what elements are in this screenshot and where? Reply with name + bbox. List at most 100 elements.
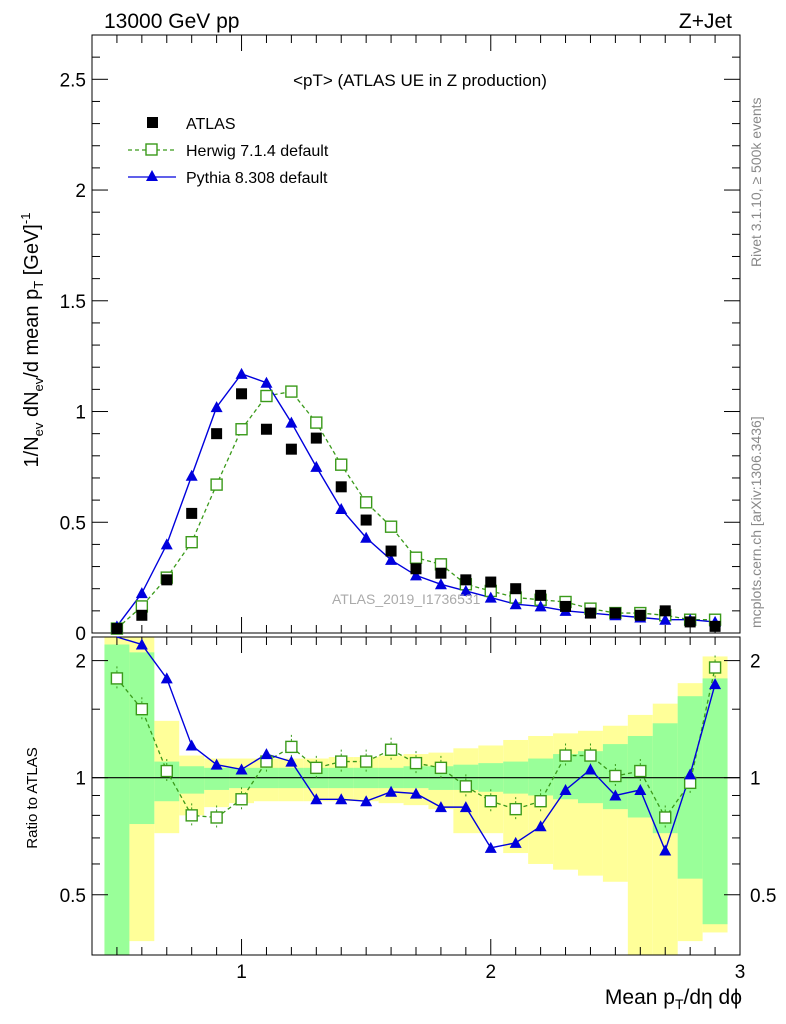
pythia-ratio-point bbox=[210, 758, 223, 770]
energy-label: 13000 GeV pp bbox=[104, 10, 239, 33]
herwig-point bbox=[384, 520, 398, 533]
pythia-point bbox=[160, 538, 173, 550]
legend-label-herwig: Herwig 7.1.4 default bbox=[186, 143, 329, 160]
herwig-ratio-point bbox=[335, 755, 348, 768]
x-tick-label: 1 bbox=[236, 962, 247, 983]
atlas-point bbox=[186, 507, 198, 519]
band-inner-bin bbox=[129, 652, 155, 825]
pythia-ratio-point bbox=[260, 748, 273, 760]
herwig-ratio-point bbox=[235, 793, 248, 806]
herwig-ratio-point bbox=[310, 761, 323, 775]
x-tick-label: 2 bbox=[485, 962, 496, 983]
legend-label-atlas: ATLAS bbox=[186, 116, 236, 133]
atlas-point bbox=[659, 605, 671, 617]
ratio-axis-ticks: 0.5 0.5 1 1 2 2 1 2 3 bbox=[60, 637, 776, 983]
ratio-y-tick-label: 1 bbox=[75, 769, 86, 790]
legend-marker-herwig bbox=[145, 143, 158, 156]
atlas-point bbox=[310, 432, 322, 444]
analysis-watermark: ATLAS_2019_I1736531 bbox=[332, 591, 481, 607]
herwig-point bbox=[409, 551, 423, 564]
atlas-point bbox=[535, 589, 547, 601]
pythia-ratio-point bbox=[559, 783, 572, 795]
pythia-ratio-point bbox=[709, 678, 722, 690]
herwig-point bbox=[335, 458, 348, 471]
process-label: Z+Jet bbox=[679, 10, 732, 33]
pythia-ratio-point bbox=[185, 739, 198, 751]
pythia-point bbox=[210, 401, 223, 413]
herwig-ratio-point bbox=[434, 761, 448, 775]
atlas-point bbox=[360, 514, 372, 526]
atlas-point bbox=[634, 609, 646, 621]
atlas-point bbox=[435, 567, 447, 579]
herwig-point bbox=[185, 535, 198, 549]
pythia-point bbox=[659, 613, 672, 625]
atlas-point bbox=[584, 607, 596, 619]
herwig-point bbox=[359, 496, 373, 509]
herwig-ratio-point bbox=[409, 756, 423, 770]
pythia-ratio-point bbox=[410, 787, 422, 799]
atlas-point bbox=[560, 600, 572, 612]
rivet-label: Rivet 3.1.10, ≥ 500k events bbox=[748, 97, 764, 267]
herwig-ratio-point bbox=[559, 749, 572, 762]
pythia-point bbox=[459, 584, 472, 596]
legend-marker-pythia bbox=[146, 170, 158, 181]
ratio-y-tick-label: 2 bbox=[75, 652, 86, 673]
pythia-point bbox=[135, 587, 148, 599]
pythia-point bbox=[285, 416, 298, 428]
herwig-point bbox=[260, 389, 273, 403]
plot-title: <pT> (ATLAS UE in Z production) bbox=[293, 71, 547, 90]
ratio-y-axis-label: Ratio to ATLAS bbox=[24, 747, 41, 848]
herwig-point bbox=[235, 423, 248, 436]
herwig-ratio-point bbox=[185, 809, 198, 822]
y-tick-label: 0.5 bbox=[60, 513, 86, 534]
herwig-point bbox=[210, 478, 223, 491]
atlas-point bbox=[410, 563, 422, 575]
pythia-point bbox=[410, 569, 422, 581]
pythia-point bbox=[534, 600, 547, 612]
herwig-ratio-point bbox=[210, 811, 223, 824]
pythia-point bbox=[434, 578, 447, 590]
band-inner-bin bbox=[179, 766, 205, 794]
band-inner-bin bbox=[702, 678, 728, 925]
ratio-y-tick-label-right: 2 bbox=[750, 652, 761, 673]
herwig-ratio-point bbox=[160, 764, 173, 778]
y-tick-label: 1.5 bbox=[60, 292, 86, 313]
pythia-ratio-point bbox=[509, 836, 522, 848]
herwig-point bbox=[310, 416, 323, 429]
pythia-point bbox=[185, 469, 198, 481]
herwig-ratio-point bbox=[534, 795, 547, 808]
herwig-ratio-point bbox=[708, 661, 722, 674]
y-tick-label: 2.5 bbox=[60, 70, 86, 91]
pythia-point bbox=[260, 376, 273, 388]
band-outer-bin bbox=[503, 739, 529, 854]
atlas-point bbox=[211, 428, 223, 440]
herwig-ratio-point bbox=[384, 743, 398, 756]
atlas-point bbox=[136, 609, 148, 621]
atlas-point bbox=[510, 583, 522, 595]
herwig-ratio-point bbox=[135, 702, 149, 716]
pythia-ratio-point bbox=[684, 768, 697, 780]
x-axis-label: Mean pT/dη dϕ bbox=[605, 986, 742, 1012]
pythia-ratio-point bbox=[235, 763, 248, 775]
pythia-ratio-point bbox=[584, 763, 597, 775]
pythia-ratio-point bbox=[360, 795, 373, 807]
pythia-ratio-point bbox=[534, 820, 547, 832]
pythia-ratio-point bbox=[634, 783, 647, 795]
pythia-point bbox=[335, 502, 348, 514]
herwig-ratio-point bbox=[285, 740, 298, 754]
atlas-point bbox=[236, 388, 248, 400]
pythia-ratio-point bbox=[310, 793, 323, 805]
legend-label-pythia: Pythia 8.308 default bbox=[186, 170, 328, 187]
pythia-point bbox=[310, 460, 323, 472]
y-tick-label: 2 bbox=[75, 181, 86, 202]
pythia-ratio-point bbox=[285, 755, 298, 767]
herwig-point bbox=[285, 385, 298, 398]
atlas-point bbox=[111, 623, 123, 635]
pythia-line bbox=[116, 373, 716, 627]
ratio-series-layer bbox=[110, 636, 722, 856]
pythia-ratio-point bbox=[385, 785, 398, 797]
pythia-point bbox=[484, 591, 497, 603]
atlas-point bbox=[161, 574, 173, 586]
ratio-y-tick-label-right: 0.5 bbox=[750, 886, 776, 907]
source-label: mcplots.cern.ch [arXiv:1306.3436] bbox=[748, 416, 764, 628]
